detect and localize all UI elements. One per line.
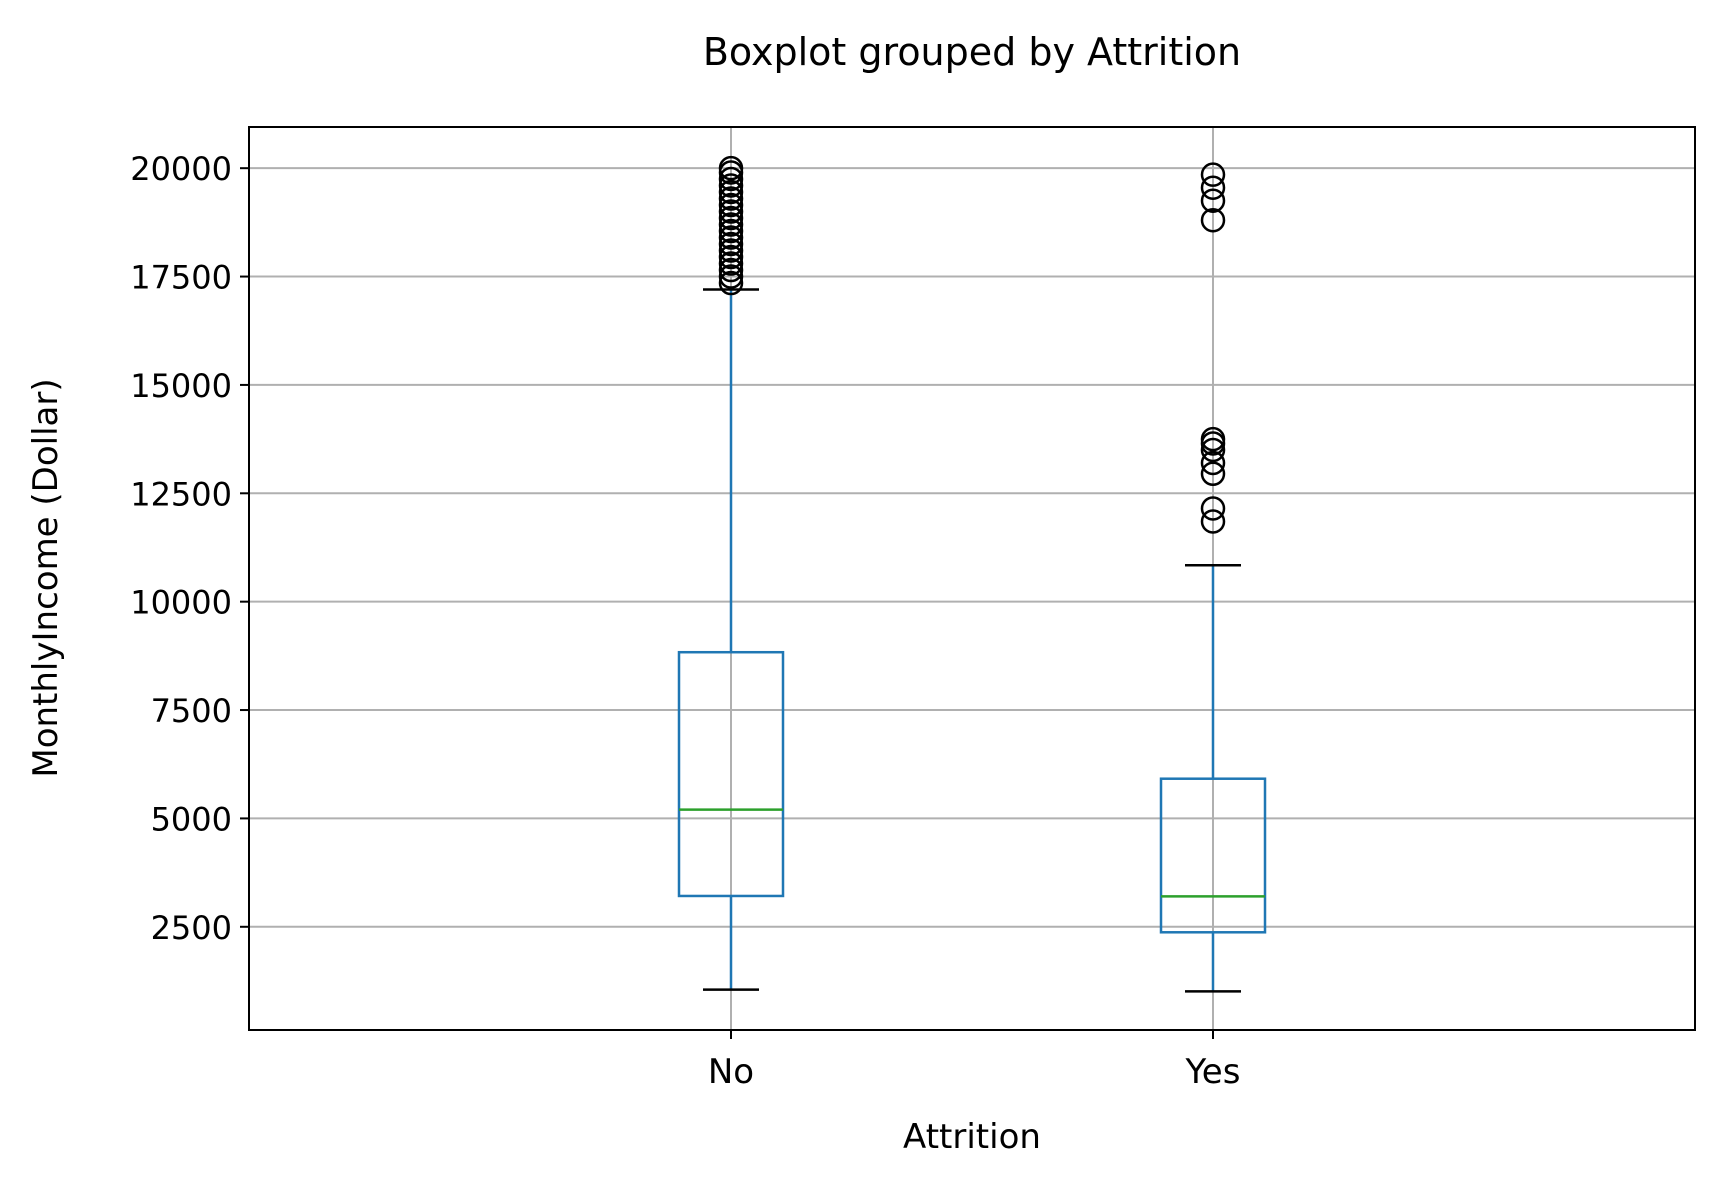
grid-lines bbox=[249, 127, 1695, 1030]
outlier-point bbox=[718, 231, 744, 257]
outlier-point bbox=[1200, 426, 1226, 452]
outlier-point bbox=[718, 257, 744, 283]
x-axis-ticks: No Yes bbox=[708, 1030, 1241, 1092]
box-layer bbox=[677, 155, 1267, 993]
outlier-point bbox=[718, 186, 744, 211]
outlier-point bbox=[718, 264, 744, 289]
outlier-point bbox=[718, 270, 744, 296]
outlier-point bbox=[1200, 450, 1226, 476]
outlier-point bbox=[1200, 496, 1226, 521]
chart-title: Boxplot grouped by Attrition bbox=[703, 30, 1241, 74]
outlier-point bbox=[718, 251, 744, 276]
outlier-point bbox=[718, 173, 744, 198]
outlier-point bbox=[1200, 175, 1226, 200]
iqr-box bbox=[677, 650, 785, 898]
x-axis-label: Attrition bbox=[903, 1117, 1041, 1157]
outlier-point bbox=[718, 218, 744, 244]
outlier-point bbox=[718, 238, 744, 263]
box-group-yes bbox=[1159, 162, 1267, 993]
outlier-point bbox=[718, 166, 744, 192]
box-group-no bbox=[677, 155, 785, 991]
outlier-point bbox=[718, 212, 744, 237]
y-tick-label: 15000 bbox=[130, 367, 232, 405]
outlier-point bbox=[1200, 509, 1226, 534]
outlier-point bbox=[1200, 461, 1226, 487]
y-tick-label: 5000 bbox=[151, 800, 232, 838]
outlier-point bbox=[718, 205, 744, 231]
y-axis-label: MonthlyIncome (Dollar) bbox=[26, 378, 66, 777]
outlier-point bbox=[718, 155, 744, 181]
outlier-point bbox=[1200, 188, 1226, 213]
plot-area-frame bbox=[248, 126, 1696, 1031]
y-tick-label: 2500 bbox=[151, 909, 232, 947]
y-tick-label: 17500 bbox=[130, 259, 232, 297]
y-tick-label: 20000 bbox=[130, 150, 232, 188]
outlier-point bbox=[1200, 162, 1226, 187]
y-tick-label: 10000 bbox=[130, 584, 232, 622]
y-tick-label: 12500 bbox=[130, 475, 232, 513]
outlier-point bbox=[718, 179, 744, 205]
y-axis-ticks: 2500 5000 7500 10000 12500 15000 17500 20000 bbox=[130, 150, 249, 947]
outlier-point bbox=[718, 199, 744, 224]
outlier-point bbox=[718, 192, 744, 218]
x-tick-label: Yes bbox=[1185, 1052, 1241, 1092]
outlier-point bbox=[1200, 207, 1226, 233]
outlier-point bbox=[718, 225, 744, 250]
y-tick-label: 7500 bbox=[151, 692, 232, 730]
outlier-point bbox=[718, 244, 744, 270]
x-tick-label: No bbox=[708, 1052, 754, 1092]
iqr-box bbox=[1159, 777, 1267, 934]
outlier-point bbox=[1200, 437, 1226, 463]
